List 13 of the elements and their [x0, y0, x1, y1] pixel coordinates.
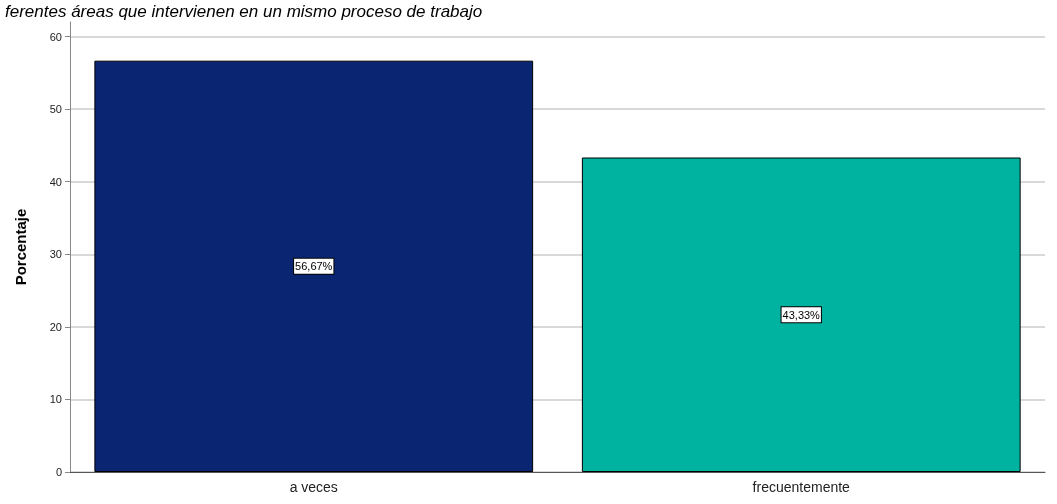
y-tick-label: 20 [49, 320, 62, 333]
y-tick-label: 60 [49, 30, 62, 43]
y-tick-label: 10 [49, 393, 62, 406]
y-axis-title: Porcentaje [12, 208, 29, 286]
data-label: 43,33% [782, 308, 821, 321]
x-tick-label: a veces [289, 479, 338, 495]
data-label: 56,67% [295, 260, 333, 273]
y-tick-label: 40 [49, 175, 62, 188]
y-tick-label: 30 [49, 248, 62, 261]
y-tick-label: 50 [49, 103, 62, 116]
x-tick-label: frecuentemente [752, 479, 851, 495]
chart-title: ferentes áreas que intervienen en un mismo proceso de trabajo [5, 2, 483, 21]
y-tick-label: 0 [55, 466, 62, 478]
